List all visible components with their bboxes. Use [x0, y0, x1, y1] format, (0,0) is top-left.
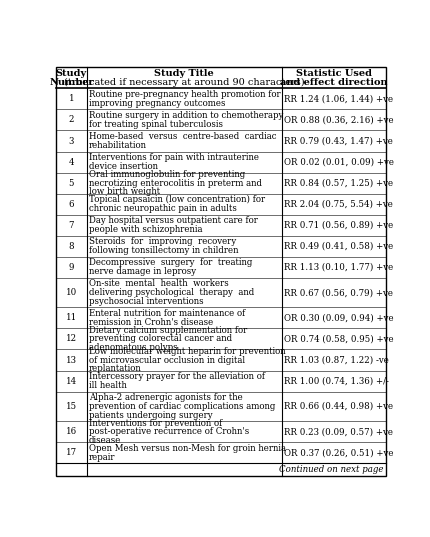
Text: Number: Number — [49, 78, 93, 87]
Text: OR 0.37 (0.26, 0.51) +ve: OR 0.37 (0.26, 0.51) +ve — [283, 448, 393, 458]
Text: for treating spinal tuberculosis: for treating spinal tuberculosis — [89, 120, 222, 129]
Text: (truncated if necessary at around 90 characters): (truncated if necessary at around 90 cha… — [64, 78, 304, 87]
Text: RR 1.03 (0.87, 1.22) -ve: RR 1.03 (0.87, 1.22) -ve — [283, 355, 388, 365]
Text: psychosocial interventions: psychosocial interventions — [89, 297, 203, 306]
Text: 15: 15 — [66, 402, 77, 411]
Text: Open Mesh versus non-Mesh for groin hernia: Open Mesh versus non-Mesh for groin hern… — [89, 444, 285, 453]
Text: Intercessory prayer for the alleviation of: Intercessory prayer for the alleviation … — [89, 372, 264, 381]
Text: Study: Study — [55, 69, 87, 78]
Text: Home-based  versus  centre-based  cardiac: Home-based versus centre-based cardiac — [89, 132, 276, 141]
Text: Steroids  for  improving  recovery: Steroids for improving recovery — [89, 237, 238, 246]
Text: RR 0.67 (0.56, 0.79) +ve: RR 0.67 (0.56, 0.79) +ve — [283, 288, 392, 297]
Text: RR 1.24 (1.06, 1.44) +ve: RR 1.24 (1.06, 1.44) +ve — [283, 95, 392, 104]
Text: 6: 6 — [68, 200, 74, 208]
Text: Low molecular weight heparin for prevention: Low molecular weight heparin for prevent… — [89, 347, 285, 355]
Text: improving pregnancy outcomes: improving pregnancy outcomes — [89, 99, 225, 108]
Text: 13: 13 — [66, 355, 77, 365]
Text: Routine surgery in addition to chemotherapy: Routine surgery in addition to chemother… — [89, 111, 283, 120]
Text: RR 2.04 (0.75, 5.54) +ve: RR 2.04 (0.75, 5.54) +ve — [283, 200, 392, 208]
Text: 9: 9 — [68, 263, 74, 272]
Text: preventing colorectal cancer and: preventing colorectal cancer and — [89, 335, 231, 344]
Text: OR 0.74 (0.58, 0.95) +ve: OR 0.74 (0.58, 0.95) +ve — [283, 335, 393, 344]
Text: following tonsillectomy in children: following tonsillectomy in children — [89, 246, 238, 255]
Text: post-operative recurrence of Crohn's: post-operative recurrence of Crohn's — [89, 427, 249, 437]
Text: Day hospital versus outpatient care for: Day hospital versus outpatient care for — [89, 216, 257, 225]
Text: OR 0.30 (0.09, 0.94) +ve: OR 0.30 (0.09, 0.94) +ve — [283, 314, 393, 323]
Text: 8: 8 — [68, 242, 74, 251]
Text: RR 1.13 (0.10, 1.77) +ve: RR 1.13 (0.10, 1.77) +ve — [283, 263, 393, 272]
Text: OR 0.88 (0.36, 2.16) +ve: OR 0.88 (0.36, 2.16) +ve — [283, 115, 393, 125]
Text: nerve damage in leprosy: nerve damage in leprosy — [89, 267, 196, 276]
Text: 7: 7 — [68, 221, 74, 230]
Text: Alpha-2 adrenergic agonists for the: Alpha-2 adrenergic agonists for the — [89, 393, 242, 402]
Text: disease: disease — [89, 436, 121, 445]
Text: OR 0.02 (0.01, 0.09) +ve: OR 0.02 (0.01, 0.09) +ve — [283, 157, 393, 166]
Text: RR 1.00 (0.74, 1.36) +/-: RR 1.00 (0.74, 1.36) +/- — [283, 376, 388, 386]
Text: 2: 2 — [68, 115, 74, 125]
Text: RR 0.66 (0.44, 0.98) +ve: RR 0.66 (0.44, 0.98) +ve — [283, 402, 392, 411]
Text: RR 0.79 (0.43, 1.47) +ve: RR 0.79 (0.43, 1.47) +ve — [283, 136, 392, 146]
Text: replantation: replantation — [89, 364, 141, 373]
Text: 5: 5 — [68, 178, 74, 187]
Text: Routine pre-pregnancy health promotion for: Routine pre-pregnancy health promotion f… — [89, 90, 280, 99]
Text: Interventions for prevention of: Interventions for prevention of — [89, 418, 221, 427]
Text: people with schizophrenia: people with schizophrenia — [89, 225, 202, 234]
Text: RR 0.23 (0.09, 0.57) +ve: RR 0.23 (0.09, 0.57) +ve — [283, 427, 392, 437]
Text: RR 0.71 (0.56, 0.89) +ve: RR 0.71 (0.56, 0.89) +ve — [283, 221, 393, 230]
Text: 14: 14 — [66, 376, 77, 386]
Text: 16: 16 — [66, 427, 77, 437]
Text: necrotizing enterocolitis in preterm and: necrotizing enterocolitis in preterm and — [89, 178, 261, 187]
Text: RR 0.84 (0.57, 1.25) +ve: RR 0.84 (0.57, 1.25) +ve — [283, 178, 392, 187]
Text: Interventions for pain with intrauterine: Interventions for pain with intrauterine — [89, 153, 258, 162]
Text: Continued on next page: Continued on next page — [278, 465, 382, 474]
Text: delivering psychological  therapy  and: delivering psychological therapy and — [89, 288, 256, 297]
Text: repair: repair — [89, 453, 115, 462]
Text: Oral immunoglobulin for preventing: Oral immunoglobulin for preventing — [89, 170, 245, 179]
Text: of microvascular occlusion in digital: of microvascular occlusion in digital — [89, 355, 244, 365]
Text: ill health: ill health — [89, 381, 126, 390]
Text: Enteral nutrition for maintenance of: Enteral nutrition for maintenance of — [89, 309, 245, 318]
Text: 11: 11 — [65, 314, 77, 323]
Text: rehabilitation: rehabilitation — [89, 141, 147, 150]
Text: chronic neuropathic pain in adults: chronic neuropathic pain in adults — [89, 204, 236, 213]
Text: On-site  mental  health  workers: On-site mental health workers — [89, 279, 231, 288]
Text: 12: 12 — [66, 335, 77, 344]
Text: Dietary calcium supplementation for: Dietary calcium supplementation for — [89, 325, 246, 335]
Text: 1: 1 — [68, 95, 74, 104]
Text: adenomatous polyps: adenomatous polyps — [89, 343, 177, 352]
Text: device insertion: device insertion — [89, 162, 157, 171]
Text: RR 0.49 (0.41, 0.58) +ve: RR 0.49 (0.41, 0.58) +ve — [283, 242, 393, 251]
Text: 4: 4 — [68, 157, 74, 166]
Text: Study Title: Study Title — [154, 69, 214, 78]
Text: low birth weight: low birth weight — [89, 187, 160, 197]
Text: 10: 10 — [65, 288, 77, 297]
Text: 17: 17 — [66, 448, 77, 458]
Text: remission in Crohn's disease: remission in Crohn's disease — [89, 318, 212, 327]
Text: 3: 3 — [68, 136, 74, 146]
Text: Decompressive  surgery  for  treating: Decompressive surgery for treating — [89, 258, 255, 267]
Text: patients undergoing surgery: patients undergoing surgery — [89, 411, 212, 420]
Text: and effect direction: and effect direction — [280, 78, 387, 87]
Text: Statistic Used: Statistic Used — [295, 69, 371, 78]
Text: prevention of cardiac complications among: prevention of cardiac complications amon… — [89, 402, 275, 411]
Text: Topical capsaicin (low concentration) for: Topical capsaicin (low concentration) fo… — [89, 195, 264, 204]
